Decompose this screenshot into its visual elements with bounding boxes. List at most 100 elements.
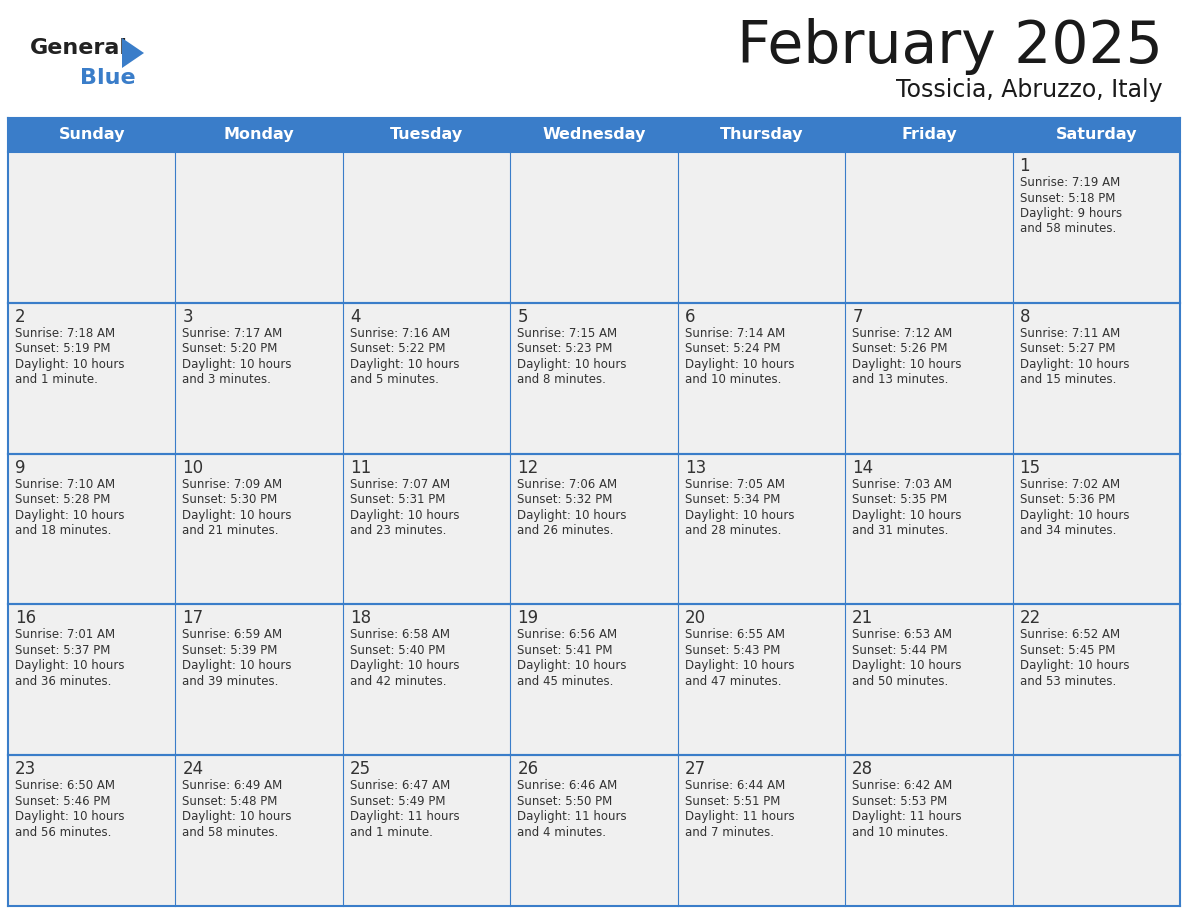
Bar xyxy=(343,303,511,453)
Text: Daylight: 11 hours: Daylight: 11 hours xyxy=(517,811,627,823)
Text: Sunset: 5:26 PM: Sunset: 5:26 PM xyxy=(852,342,948,355)
Bar xyxy=(677,303,845,453)
Text: 11: 11 xyxy=(349,459,371,476)
Bar xyxy=(8,303,176,453)
Text: Daylight: 9 hours: Daylight: 9 hours xyxy=(1019,207,1121,220)
Text: 2: 2 xyxy=(15,308,26,326)
Text: and 28 minutes.: and 28 minutes. xyxy=(684,524,781,537)
Text: Sunrise: 7:01 AM: Sunrise: 7:01 AM xyxy=(15,629,115,642)
Text: and 7 minutes.: and 7 minutes. xyxy=(684,825,773,839)
Text: 17: 17 xyxy=(183,610,203,627)
Text: Sunset: 5:40 PM: Sunset: 5:40 PM xyxy=(349,644,446,657)
Text: Daylight: 10 hours: Daylight: 10 hours xyxy=(15,659,125,672)
Bar xyxy=(511,756,677,906)
Text: 28: 28 xyxy=(852,760,873,778)
Text: Sunset: 5:32 PM: Sunset: 5:32 PM xyxy=(517,493,613,506)
Text: Sunrise: 6:56 AM: Sunrise: 6:56 AM xyxy=(517,629,618,642)
Text: Tossicia, Abruzzo, Italy: Tossicia, Abruzzo, Italy xyxy=(897,78,1163,102)
Bar xyxy=(343,453,511,604)
Text: Sunrise: 7:14 AM: Sunrise: 7:14 AM xyxy=(684,327,785,340)
Text: Daylight: 11 hours: Daylight: 11 hours xyxy=(852,811,962,823)
Bar xyxy=(511,303,677,453)
Text: 24: 24 xyxy=(183,760,203,778)
Text: Daylight: 10 hours: Daylight: 10 hours xyxy=(1019,358,1129,371)
Text: and 15 minutes.: and 15 minutes. xyxy=(1019,374,1116,386)
Polygon shape xyxy=(122,38,144,68)
Text: Sunrise: 6:42 AM: Sunrise: 6:42 AM xyxy=(852,779,953,792)
Text: Sunset: 5:44 PM: Sunset: 5:44 PM xyxy=(852,644,948,657)
Text: 20: 20 xyxy=(684,610,706,627)
Text: and 5 minutes.: and 5 minutes. xyxy=(349,374,438,386)
Text: Sunset: 5:53 PM: Sunset: 5:53 PM xyxy=(852,795,947,808)
Bar xyxy=(176,756,343,906)
Bar xyxy=(511,604,677,756)
Text: Sunset: 5:39 PM: Sunset: 5:39 PM xyxy=(183,644,278,657)
Text: 9: 9 xyxy=(15,459,25,476)
Text: Daylight: 10 hours: Daylight: 10 hours xyxy=(349,509,460,521)
Bar xyxy=(1012,152,1180,303)
Text: and 45 minutes.: and 45 minutes. xyxy=(517,675,614,688)
Text: Daylight: 10 hours: Daylight: 10 hours xyxy=(183,659,292,672)
Text: Sunrise: 6:55 AM: Sunrise: 6:55 AM xyxy=(684,629,785,642)
Text: Sunset: 5:51 PM: Sunset: 5:51 PM xyxy=(684,795,781,808)
Text: Sunset: 5:34 PM: Sunset: 5:34 PM xyxy=(684,493,781,506)
Text: Daylight: 10 hours: Daylight: 10 hours xyxy=(517,509,627,521)
Text: 22: 22 xyxy=(1019,610,1041,627)
Text: and 58 minutes.: and 58 minutes. xyxy=(1019,222,1116,236)
Text: Daylight: 10 hours: Daylight: 10 hours xyxy=(1019,509,1129,521)
Text: 25: 25 xyxy=(349,760,371,778)
Text: Sunset: 5:27 PM: Sunset: 5:27 PM xyxy=(1019,342,1116,355)
Text: Wednesday: Wednesday xyxy=(542,128,646,142)
Text: Sunrise: 7:03 AM: Sunrise: 7:03 AM xyxy=(852,477,952,490)
Text: and 1 minute.: and 1 minute. xyxy=(349,825,432,839)
Bar xyxy=(1012,604,1180,756)
Text: 21: 21 xyxy=(852,610,873,627)
Text: Sunrise: 7:18 AM: Sunrise: 7:18 AM xyxy=(15,327,115,340)
Text: Sunrise: 7:10 AM: Sunrise: 7:10 AM xyxy=(15,477,115,490)
Text: 8: 8 xyxy=(1019,308,1030,326)
Text: Sunrise: 7:19 AM: Sunrise: 7:19 AM xyxy=(1019,176,1120,189)
Bar xyxy=(845,152,1012,303)
Text: Thursday: Thursday xyxy=(720,128,803,142)
Text: Saturday: Saturday xyxy=(1055,128,1137,142)
Text: and 21 minutes.: and 21 minutes. xyxy=(183,524,279,537)
Text: 1: 1 xyxy=(1019,157,1030,175)
Text: Daylight: 10 hours: Daylight: 10 hours xyxy=(684,509,795,521)
Text: 13: 13 xyxy=(684,459,706,476)
Bar xyxy=(677,604,845,756)
Text: and 31 minutes.: and 31 minutes. xyxy=(852,524,948,537)
Text: 26: 26 xyxy=(517,760,538,778)
Text: Sunset: 5:45 PM: Sunset: 5:45 PM xyxy=(1019,644,1116,657)
Text: Daylight: 10 hours: Daylight: 10 hours xyxy=(183,509,292,521)
Bar xyxy=(1012,453,1180,604)
Text: and 26 minutes.: and 26 minutes. xyxy=(517,524,614,537)
Text: and 58 minutes.: and 58 minutes. xyxy=(183,825,279,839)
Text: 14: 14 xyxy=(852,459,873,476)
Text: Sunrise: 6:50 AM: Sunrise: 6:50 AM xyxy=(15,779,115,792)
Text: Sunset: 5:50 PM: Sunset: 5:50 PM xyxy=(517,795,613,808)
Text: 23: 23 xyxy=(15,760,37,778)
Text: 6: 6 xyxy=(684,308,695,326)
Text: Friday: Friday xyxy=(901,128,956,142)
Text: Daylight: 10 hours: Daylight: 10 hours xyxy=(15,509,125,521)
Text: Sunrise: 7:02 AM: Sunrise: 7:02 AM xyxy=(1019,477,1120,490)
Text: and 53 minutes.: and 53 minutes. xyxy=(1019,675,1116,688)
Bar xyxy=(1012,303,1180,453)
Text: 5: 5 xyxy=(517,308,527,326)
Text: Daylight: 10 hours: Daylight: 10 hours xyxy=(349,358,460,371)
Text: Tuesday: Tuesday xyxy=(390,128,463,142)
Text: 7: 7 xyxy=(852,308,862,326)
Text: Sunset: 5:46 PM: Sunset: 5:46 PM xyxy=(15,795,110,808)
Text: Daylight: 10 hours: Daylight: 10 hours xyxy=(15,811,125,823)
Text: Sunrise: 6:47 AM: Sunrise: 6:47 AM xyxy=(349,779,450,792)
Text: and 39 minutes.: and 39 minutes. xyxy=(183,675,279,688)
Text: Sunrise: 7:05 AM: Sunrise: 7:05 AM xyxy=(684,477,785,490)
Bar xyxy=(8,453,176,604)
Text: Daylight: 11 hours: Daylight: 11 hours xyxy=(684,811,795,823)
Text: Sunrise: 7:07 AM: Sunrise: 7:07 AM xyxy=(349,477,450,490)
Text: Monday: Monday xyxy=(223,128,295,142)
Bar xyxy=(343,756,511,906)
Text: Sunrise: 7:15 AM: Sunrise: 7:15 AM xyxy=(517,327,618,340)
Text: and 56 minutes.: and 56 minutes. xyxy=(15,825,112,839)
Text: Daylight: 10 hours: Daylight: 10 hours xyxy=(183,811,292,823)
